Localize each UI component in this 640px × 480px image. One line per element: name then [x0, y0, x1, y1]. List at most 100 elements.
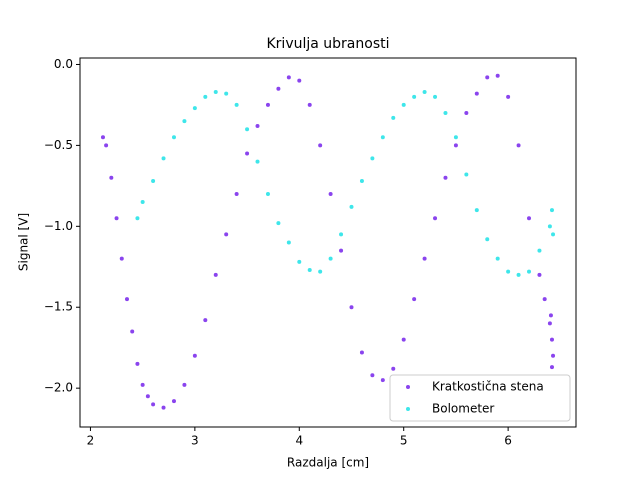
- point: [245, 127, 250, 132]
- point: [224, 91, 229, 96]
- point: [182, 382, 187, 387]
- point: [171, 135, 176, 140]
- point: [130, 329, 135, 334]
- point: [109, 175, 114, 180]
- point: [245, 151, 250, 156]
- point: [359, 350, 364, 355]
- point: [549, 365, 554, 370]
- point: [307, 102, 312, 107]
- point: [485, 75, 490, 80]
- point: [380, 378, 385, 383]
- point: [380, 135, 385, 140]
- point: [339, 232, 344, 237]
- point: [203, 94, 208, 99]
- y-tick-label: −2.0: [44, 381, 73, 395]
- point: [307, 268, 312, 273]
- point: [551, 232, 556, 237]
- point: [453, 135, 458, 140]
- point: [339, 248, 344, 253]
- point: [114, 216, 119, 221]
- point: [443, 175, 448, 180]
- point: [549, 208, 554, 213]
- point: [297, 78, 302, 83]
- point: [297, 259, 302, 264]
- point: [265, 102, 270, 107]
- point: [547, 321, 552, 326]
- point: [276, 86, 281, 91]
- point: [401, 337, 406, 342]
- legend-label: Kratkostična stena: [432, 380, 544, 394]
- point: [255, 159, 260, 164]
- point: [140, 382, 145, 387]
- x-tick-label: 5: [400, 434, 408, 448]
- point: [349, 204, 354, 209]
- point: [443, 111, 448, 116]
- point: [433, 94, 438, 99]
- x-tick-label: 6: [504, 434, 512, 448]
- point: [213, 89, 218, 94]
- point: [474, 91, 479, 96]
- point: [124, 297, 129, 302]
- point: [548, 313, 553, 318]
- point: [549, 337, 554, 342]
- point: [145, 394, 150, 399]
- point: [537, 272, 542, 277]
- point: [151, 402, 156, 407]
- point: [527, 269, 532, 274]
- point: [453, 143, 458, 148]
- plot-frame: [79, 57, 577, 428]
- point: [527, 216, 532, 221]
- point: [547, 224, 552, 229]
- y-tick-label: −1.5: [44, 300, 73, 314]
- legend-marker: [406, 385, 410, 389]
- y-tick-label: −0.5: [44, 138, 73, 152]
- point: [370, 156, 375, 161]
- point: [433, 216, 438, 221]
- point: [276, 221, 281, 226]
- point: [542, 297, 547, 302]
- point: [140, 200, 145, 205]
- point: [391, 115, 396, 120]
- point: [485, 237, 490, 242]
- point: [551, 353, 556, 358]
- point: [318, 143, 323, 148]
- point: [234, 191, 239, 196]
- point: [464, 172, 469, 177]
- point: [349, 305, 354, 310]
- point: [265, 191, 270, 196]
- y-tick-label: −1.0: [44, 219, 73, 233]
- point: [422, 89, 427, 94]
- point: [328, 256, 333, 261]
- point: [495, 256, 500, 261]
- point: [234, 102, 239, 107]
- point: [516, 272, 521, 277]
- x-tick-label: 2: [87, 434, 95, 448]
- point: [506, 269, 511, 274]
- point: [474, 208, 479, 213]
- x-tick-label: 3: [191, 434, 199, 448]
- point: [161, 156, 166, 161]
- point: [224, 232, 229, 237]
- point: [192, 353, 197, 358]
- point: [370, 373, 375, 378]
- point: [328, 191, 333, 196]
- point: [151, 179, 156, 183]
- point: [100, 135, 105, 140]
- point: [422, 256, 427, 261]
- x-tick-label: 4: [295, 434, 303, 448]
- point: [104, 143, 109, 148]
- point: [537, 248, 542, 253]
- point: [464, 111, 469, 116]
- point: [171, 399, 176, 404]
- point: [213, 272, 218, 277]
- point: [318, 269, 323, 274]
- point: [286, 240, 291, 245]
- point: [203, 318, 208, 323]
- point: [192, 106, 197, 111]
- point: [412, 94, 417, 99]
- point: [516, 143, 521, 148]
- point: [359, 179, 364, 183]
- point: [286, 75, 291, 80]
- legend-label: Bolometer: [432, 402, 494, 416]
